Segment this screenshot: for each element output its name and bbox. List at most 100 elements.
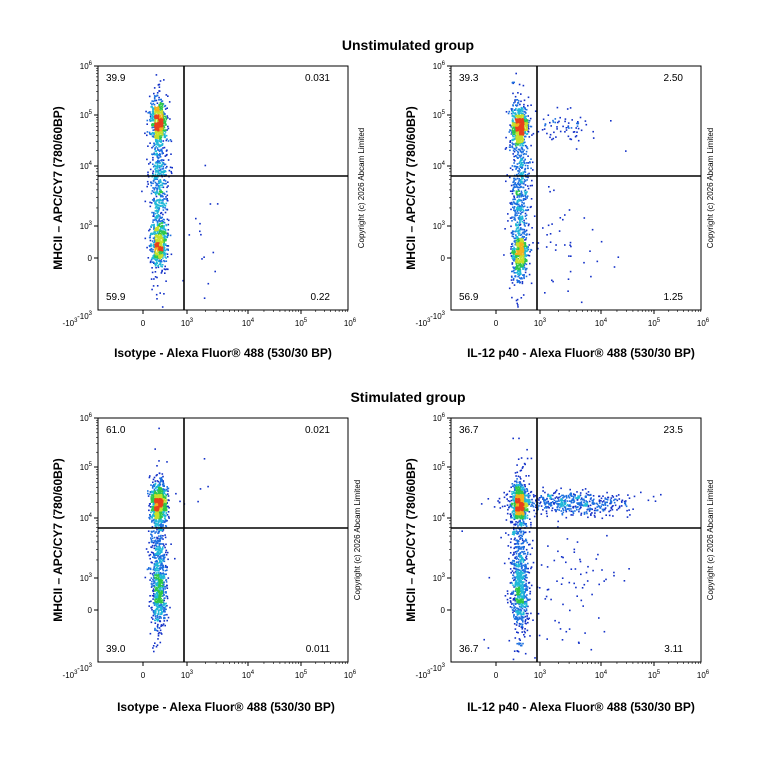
event-dot [519, 215, 521, 218]
event-dot [529, 262, 531, 265]
event-dot [149, 142, 151, 144]
event-dot [548, 186, 550, 188]
event-dot [516, 281, 519, 284]
event-dot [163, 617, 165, 620]
event-dot [152, 647, 154, 649]
event-dot [160, 534, 162, 537]
event-dot [521, 249, 524, 252]
event-dot [154, 504, 156, 507]
event-dot [162, 186, 165, 189]
event-dot [591, 228, 594, 231]
event-dot [532, 242, 534, 244]
event-dot [162, 576, 164, 578]
event-dot [155, 219, 157, 221]
event-dot [526, 191, 528, 193]
event-dot [160, 184, 162, 186]
event-dot [161, 507, 163, 509]
event-dot [154, 516, 157, 519]
x-tick-label: 105 [295, 318, 308, 328]
event-dot [512, 111, 514, 114]
event-dot [524, 215, 527, 217]
event-dot [521, 107, 523, 110]
event-dot [525, 108, 528, 111]
event-dot [149, 516, 152, 518]
event-dot [152, 261, 155, 263]
event-dot [150, 181, 152, 184]
event-dot [163, 554, 166, 556]
event-dot [514, 148, 516, 151]
event-dot [517, 150, 519, 153]
event-dot [517, 268, 519, 271]
event-dot [145, 548, 148, 550]
event-dot [517, 212, 520, 214]
event-dot [154, 108, 157, 111]
event-dot [161, 595, 163, 597]
event-dot [150, 132, 153, 135]
event-dot [188, 234, 191, 236]
event-dot [522, 126, 524, 128]
event-dot [154, 501, 157, 504]
event-dot [151, 561, 153, 564]
event-dot [150, 102, 152, 105]
event-dot [514, 250, 516, 252]
event-dot [517, 304, 519, 306]
event-dot [562, 125, 564, 128]
event-dot [512, 124, 515, 127]
event-dot [516, 104, 519, 106]
event-dot [512, 135, 515, 138]
event-dot [163, 171, 166, 174]
event-dot [511, 231, 514, 234]
event-dot [165, 551, 167, 554]
event-dot [161, 607, 163, 610]
event-dot [519, 165, 521, 167]
event-dot [156, 603, 158, 605]
event-dot [156, 542, 159, 545]
event-dot [523, 107, 526, 109]
event-dot [154, 126, 156, 129]
event-dot [518, 178, 520, 180]
event-dot [164, 506, 167, 509]
event-dot [159, 487, 161, 489]
event-dot [518, 245, 520, 248]
event-dot [526, 195, 529, 197]
event-dot [521, 215, 523, 218]
event-dot [154, 115, 156, 117]
event-dot [161, 249, 164, 251]
event-dot [157, 219, 160, 222]
event-dot [521, 177, 524, 180]
event-dot [152, 187, 154, 189]
event-dot [517, 251, 520, 254]
event-dot [159, 561, 161, 564]
event-dot [151, 199, 154, 201]
event-dot [161, 254, 164, 256]
event-dot [527, 155, 529, 157]
event-dot [160, 508, 162, 510]
event-dot [525, 122, 527, 125]
event-dot [155, 563, 158, 565]
event-dot [524, 123, 526, 125]
event-dot [160, 136, 163, 138]
event-dot [156, 216, 158, 219]
event-dot [150, 192, 153, 195]
event-dot [521, 165, 524, 167]
event-dot [150, 501, 153, 503]
event-dot [165, 118, 168, 121]
event-dot [160, 129, 163, 132]
event-dot [157, 600, 160, 602]
event-dot [166, 566, 168, 569]
event-dot [154, 600, 157, 603]
event-dot [163, 245, 165, 247]
event-dot [157, 234, 159, 237]
event-dot [153, 200, 155, 202]
event-dot [209, 203, 212, 205]
event-dot [155, 115, 157, 118]
event-dot [525, 263, 528, 266]
event-dot [519, 183, 521, 185]
event-dot [520, 207, 522, 210]
event-dot [569, 270, 572, 273]
event-dot [160, 477, 162, 480]
event-dot [166, 115, 169, 117]
event-dot [166, 186, 168, 189]
event-dot [517, 217, 520, 219]
event-dot [160, 172, 162, 175]
